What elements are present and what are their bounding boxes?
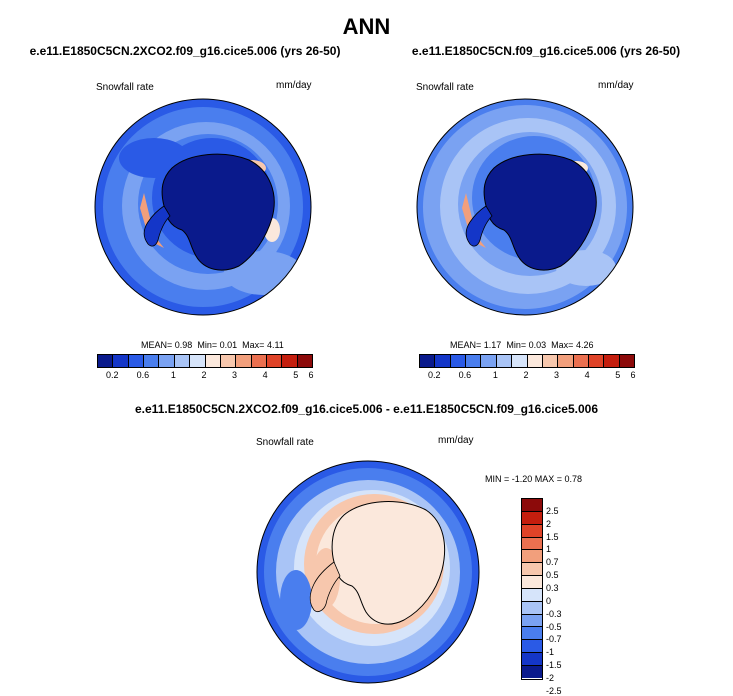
diff-colorbar-tick-label: 0.7: [546, 557, 559, 568]
diff-colorbar-swatch: [522, 511, 542, 525]
colorbar-tick-label: 4: [584, 370, 590, 380]
panel2-map: [416, 98, 634, 316]
diff-colorbar-tick-label: -0.3: [546, 608, 562, 619]
diff-colorbar: [521, 498, 543, 680]
colorbar-swatch: [220, 355, 237, 367]
colorbar-swatch: [251, 355, 267, 367]
colorbar-swatch: [450, 355, 467, 367]
diff-colorbar-tick-label: 0: [546, 595, 552, 606]
colorbar-swatch: [128, 355, 145, 367]
diff-title: e.e11.E1850C5CN.2XCO2.f09_g16.cice5.006 …: [135, 402, 598, 416]
diff-colorbar-swatch: [522, 499, 542, 512]
colorbar-swatch: [542, 355, 559, 367]
diff-variable: Snowfall rate: [256, 437, 314, 448]
diff-colorbar-swatch: [522, 550, 542, 564]
colorbar-tick-label: 1: [492, 370, 498, 380]
diff-colorbar-tick-label: 2.5: [546, 505, 559, 516]
diff-colorbar-tick-label: 1.5: [546, 531, 559, 542]
diff-colorbar-tick-label: -2: [546, 673, 555, 683]
colorbar-tick-label: 2: [201, 370, 207, 380]
colorbar-tick-label: 3: [232, 370, 238, 380]
colorbar-tick-label: 2: [523, 370, 529, 380]
diff-colorbar-swatch: [522, 640, 542, 654]
colorbar-swatch: [144, 355, 160, 367]
panel1-map: [94, 98, 312, 316]
diff-colorbar-ticks: 2.5 2 1.5 1 0.7 0.5 0.3 0 -0.3 -0.5 -0.7 -1 -1.5 -2 -2…: [546, 498, 576, 696]
colorbar-tick-label: 0.6: [458, 370, 472, 380]
diff-colorbar-swatch: [522, 627, 542, 641]
diff-colorbar-tick-label: -0.5: [546, 621, 562, 632]
diff-colorbar-swatch: [522, 614, 542, 628]
colorbar-swatch: [604, 355, 620, 367]
diff-colorbar-swatch: [522, 588, 542, 602]
diff-colorbar-swatch: [522, 563, 542, 577]
colorbar-swatch: [205, 355, 221, 367]
diff-colorbar-swatch: [522, 665, 542, 678]
colorbar-swatch: [297, 355, 313, 367]
panel1-colorbar-ticks: 0.2 0.6 1 2 3 4 5 6: [97, 370, 314, 382]
diff-map: [256, 460, 480, 684]
panel2-stats: MEAN= 1.17 Min= 0.03 Max= 4.26: [450, 340, 594, 350]
colorbar-tick-label: 4: [262, 370, 268, 380]
panel2-variable: Snowfall rate: [416, 82, 474, 93]
diff-colorbar-swatch: [522, 537, 542, 551]
colorbar-tick-label: 3: [554, 370, 560, 380]
colorbar-swatch: [496, 355, 513, 367]
diff-colorbar-tick-label: 2: [546, 518, 552, 529]
figure-title: ANN: [342, 14, 391, 39]
diff-colorbar-swatch: [522, 524, 542, 538]
colorbar-swatch: [174, 355, 191, 367]
panel2-colorbar-ticks: 0.2 0.6 1 2 3 4 5 6: [419, 370, 636, 382]
colorbar-tick-label: 0.6: [136, 370, 150, 380]
colorbar-swatch: [159, 355, 175, 367]
diff-colorbar-tick-label: -2.5: [546, 685, 562, 696]
panel1-title: e.e11.E1850C5CN.2XCO2.f09_g16.cice5.006 …: [29, 44, 341, 58]
diff-colorbar-tick-label: -1: [546, 647, 555, 658]
panel2-units: mm/day: [598, 80, 634, 91]
panel1-units: mm/day: [276, 80, 312, 91]
panel2-colorbar: [419, 354, 635, 368]
diff-colorbar-swatch: [522, 601, 542, 615]
colorbar-swatch: [266, 355, 283, 367]
panel1-stats: MEAN= 0.98 Min= 0.01 Max= 4.11: [141, 340, 284, 350]
colorbar-swatch: [190, 355, 206, 367]
colorbar-swatch: [619, 355, 635, 367]
colorbar-tick-label: 1: [170, 370, 176, 380]
colorbar-tick-label: 0.2: [106, 370, 119, 380]
colorbar-tick-label: 6: [308, 370, 314, 380]
colorbar-tick-label: 0.2: [428, 370, 441, 380]
diff-colorbar-swatch: [522, 576, 542, 589]
panel2-title: e.e11.E1850C5CN.f09_g16.cice5.006 (yrs 2…: [411, 44, 681, 58]
diff-minmax: MIN = -1.20 MAX = 0.78: [485, 474, 583, 484]
diff-colorbar-tick-label: 1: [546, 544, 552, 555]
colorbar-tick-label: 6: [630, 370, 636, 380]
diff-colorbar-tick-label: 0.5: [546, 570, 559, 581]
colorbar-tick-label: 5: [615, 370, 621, 380]
colorbar-tick-label: 5: [293, 370, 299, 380]
diff-colorbar-tick-label: -1.5: [546, 660, 562, 671]
panel1-variable: Snowfall rate: [96, 82, 154, 93]
diff-colorbar-tick-label: 0.3: [546, 583, 559, 593]
colorbar-swatch: [98, 355, 114, 367]
colorbar-swatch: [512, 355, 528, 367]
colorbar-swatch: [527, 355, 543, 367]
colorbar-swatch: [282, 355, 298, 367]
colorbar-swatch: [558, 355, 574, 367]
colorbar-swatch: [481, 355, 497, 367]
diff-colorbar-tick-label: -0.7: [546, 634, 562, 645]
diff-units: mm/day: [438, 435, 474, 446]
colorbar-swatch: [236, 355, 252, 367]
colorbar-swatch: [588, 355, 605, 367]
colorbar-swatch: [435, 355, 451, 367]
colorbar-swatch: [113, 355, 129, 367]
panel1-colorbar: [97, 354, 313, 368]
colorbar-swatch: [466, 355, 482, 367]
diff-colorbar-swatch: [522, 653, 542, 666]
colorbar-swatch: [573, 355, 589, 367]
colorbar-swatch: [420, 355, 436, 367]
